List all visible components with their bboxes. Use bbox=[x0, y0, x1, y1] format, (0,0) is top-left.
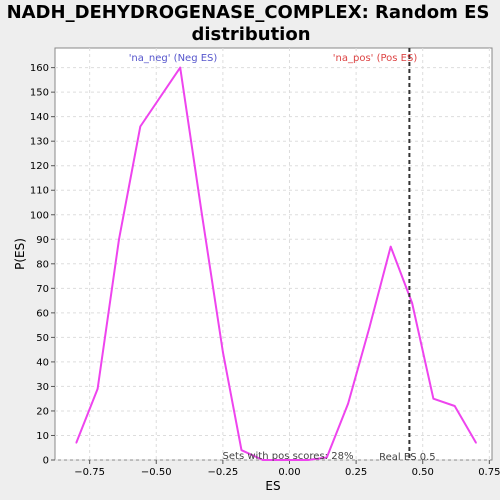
es-distribution-point bbox=[179, 66, 182, 69]
y-tick-label: 110 bbox=[30, 186, 49, 197]
es-distribution-point bbox=[432, 397, 435, 400]
y-tick-label: 90 bbox=[36, 235, 49, 246]
es-distribution-point bbox=[453, 405, 456, 407]
y-axis-label: P(ES) bbox=[13, 238, 27, 270]
y-tick-label: 40 bbox=[36, 357, 49, 368]
x-tick-label: 0.50 bbox=[412, 467, 434, 478]
es-distribution-point bbox=[475, 442, 477, 444]
es-distribution-point bbox=[200, 211, 203, 214]
y-tick-label: 10 bbox=[36, 431, 49, 442]
es-distribution-point bbox=[288, 459, 291, 461]
x-axis-label: ES bbox=[265, 479, 280, 493]
y-tick-label: 160 bbox=[30, 63, 49, 74]
y-tick-label: 100 bbox=[30, 210, 49, 221]
y-tick-label: 0 bbox=[43, 456, 49, 467]
series-layer bbox=[75, 66, 477, 461]
real-es-label: Real ES 0.5 bbox=[379, 452, 435, 463]
legend-neg-label: 'na_neg' (Neg ES) bbox=[129, 53, 218, 64]
es-distribution-point bbox=[75, 442, 78, 444]
legend-pos-label: 'na_pos' (Pos ES) bbox=[333, 53, 418, 64]
es-distribution-point bbox=[389, 245, 392, 248]
grid-lines bbox=[55, 48, 492, 461]
x-tick-label: 0.00 bbox=[278, 467, 300, 478]
chart-title-line1: NADH_DEHYDROGENASE_COMPLEX: Random ES bbox=[7, 2, 490, 23]
es-distribution-point bbox=[262, 459, 264, 461]
x-tick-label: 0.75 bbox=[478, 467, 500, 478]
real-es-line-group: Real ES 0.5 bbox=[379, 48, 436, 463]
x-axis: −0.75 −0.50 −0.25 0.00 0.25 0.50 0.75 bbox=[74, 460, 500, 478]
chart-title-line2: distribution bbox=[191, 24, 310, 45]
y-tick-label: 130 bbox=[30, 137, 49, 148]
y-tick-label: 50 bbox=[36, 333, 49, 344]
es-distribution-point bbox=[222, 351, 224, 353]
x-tick-label: −0.75 bbox=[74, 467, 105, 478]
y-tick-label: 20 bbox=[36, 406, 49, 417]
y-tick-label: 30 bbox=[36, 382, 49, 393]
es-distribution-point bbox=[118, 238, 120, 241]
y-tick-label: 140 bbox=[30, 112, 49, 123]
y-tick-label: 80 bbox=[36, 259, 49, 270]
pos-scores-annotation: Sets with pos scores: 28% bbox=[223, 451, 354, 462]
y-tick-label: 150 bbox=[30, 88, 49, 99]
es-distribution-point bbox=[368, 326, 371, 329]
es-distribution-point bbox=[240, 449, 243, 451]
es-distribution-point bbox=[411, 302, 413, 304]
y-axis: 0 10 20 30 40 50 60 70 80 90 100 110 120 130 140 150 160 bbox=[30, 63, 55, 467]
x-tick-label: −0.25 bbox=[208, 467, 239, 478]
y-tick-label: 70 bbox=[36, 284, 49, 295]
x-tick-label: −0.50 bbox=[141, 467, 172, 478]
es-distribution-point bbox=[307, 459, 309, 461]
es-distribution-point bbox=[325, 456, 328, 459]
y-tick-label: 120 bbox=[30, 161, 49, 172]
y-tick-label: 60 bbox=[36, 308, 49, 319]
x-tick-label: 0.25 bbox=[345, 467, 367, 478]
es-distribution-point bbox=[347, 402, 349, 405]
plot-area bbox=[54, 47, 493, 461]
es-distribution-point bbox=[96, 388, 99, 390]
es-distribution-point bbox=[139, 125, 142, 128]
